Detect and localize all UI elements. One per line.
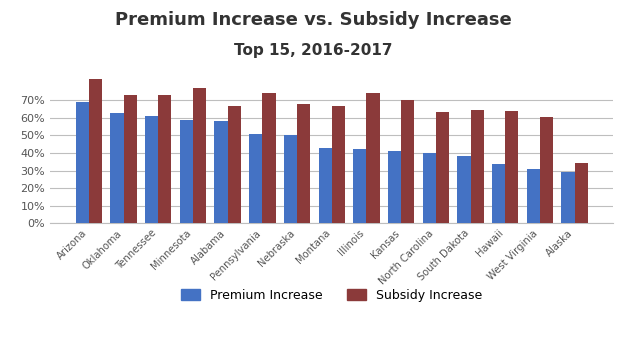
Text: Premium Increase vs. Subsidy Increase: Premium Increase vs. Subsidy Increase xyxy=(115,11,511,29)
Bar xyxy=(158,95,172,223)
Legend: Premium Increase, Subsidy Increase: Premium Increase, Subsidy Increase xyxy=(176,284,488,307)
Bar xyxy=(193,88,206,223)
Bar xyxy=(401,100,414,223)
Bar xyxy=(262,93,275,223)
Bar xyxy=(215,121,228,223)
Bar xyxy=(388,151,401,223)
Bar xyxy=(353,149,366,223)
Text: Top 15, 2016-2017: Top 15, 2016-2017 xyxy=(233,43,393,58)
Bar xyxy=(89,58,102,223)
Bar xyxy=(562,172,575,223)
Bar xyxy=(110,113,123,223)
Bar xyxy=(575,163,588,223)
Bar xyxy=(145,116,158,223)
Bar xyxy=(76,102,89,223)
Bar xyxy=(423,153,436,223)
Bar xyxy=(228,105,241,223)
Bar xyxy=(471,110,484,223)
Bar xyxy=(319,148,332,223)
Bar xyxy=(123,95,136,223)
Bar xyxy=(492,165,505,223)
Bar xyxy=(249,134,262,223)
Bar xyxy=(505,111,518,223)
Bar xyxy=(540,117,553,223)
Bar xyxy=(436,112,449,223)
Bar xyxy=(284,135,297,223)
Bar xyxy=(297,104,310,223)
Bar xyxy=(332,107,345,223)
Bar xyxy=(458,156,471,223)
Bar xyxy=(366,93,379,223)
Bar xyxy=(180,120,193,223)
Bar xyxy=(527,169,540,223)
